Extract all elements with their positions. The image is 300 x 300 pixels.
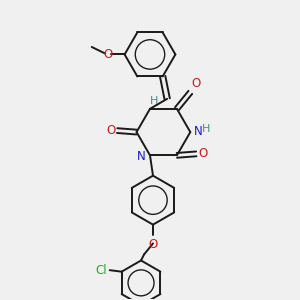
Text: O: O xyxy=(103,48,113,61)
Text: O: O xyxy=(198,147,207,161)
Text: H: H xyxy=(202,124,210,134)
Text: O: O xyxy=(148,238,158,251)
Text: N: N xyxy=(137,150,146,163)
Text: Cl: Cl xyxy=(95,264,107,277)
Text: O: O xyxy=(191,77,201,90)
Text: H: H xyxy=(150,96,158,106)
Text: O: O xyxy=(106,124,116,137)
Text: N: N xyxy=(194,125,203,138)
